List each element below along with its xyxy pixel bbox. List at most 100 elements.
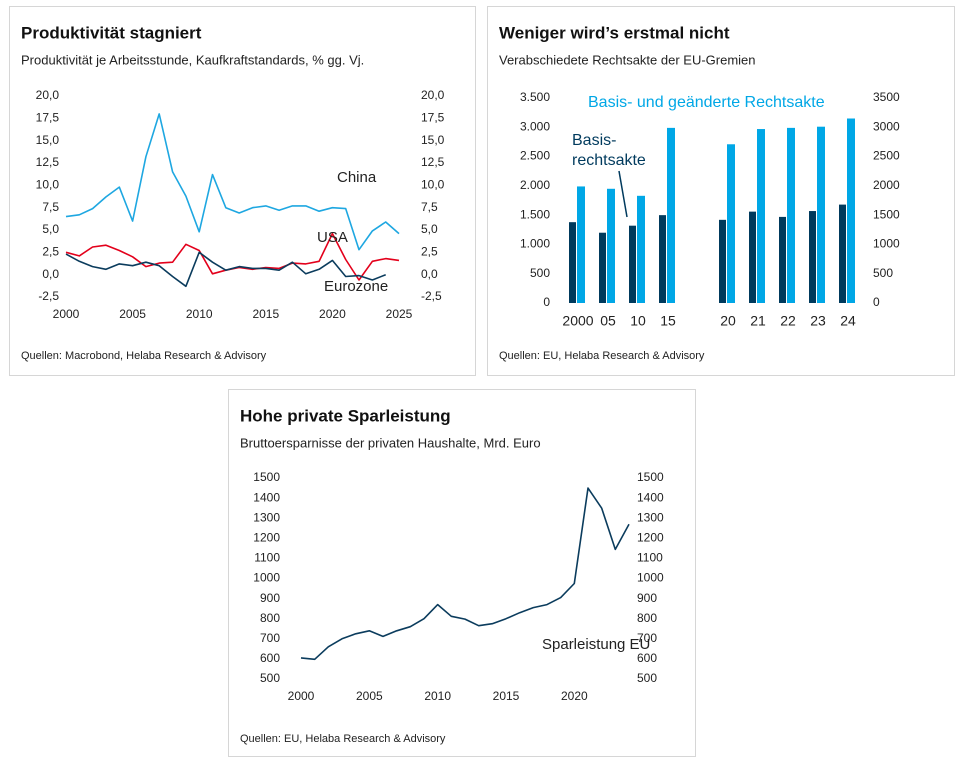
- y2-tick-label: 1000: [873, 237, 900, 251]
- y2-tick-label: 7,5: [421, 200, 438, 214]
- y2-tick-label: 900: [637, 591, 657, 605]
- y2-tick-label: 15,0: [421, 133, 445, 147]
- chart-subtitle: Bruttoersparnisse der privaten Haushalte…: [240, 435, 541, 450]
- bar: [839, 204, 846, 303]
- y-tick-label: 900: [260, 591, 280, 605]
- y2-tick-label: 1200: [637, 530, 664, 544]
- x-tick-label: 10: [630, 313, 646, 329]
- y-tick-label: 3.000: [520, 119, 550, 133]
- x-tick-label: 23: [810, 313, 826, 329]
- y2-tick-label: 12,5: [421, 155, 445, 169]
- y2-tick-label: 1500: [873, 207, 900, 221]
- y-tick-label: 1400: [253, 490, 280, 504]
- chart: Weniger wird’s erstmal nicht Verabschiede…: [499, 23, 900, 362]
- bar: [787, 127, 795, 303]
- x-tick-label: 20: [720, 313, 736, 329]
- y2-tick-label: 5,0: [421, 222, 438, 236]
- y-tick-label: 2.500: [520, 149, 550, 163]
- chart-source: Quellen: EU, Helaba Research & Advisory: [240, 733, 446, 745]
- bar: [809, 211, 816, 303]
- bar: [607, 188, 615, 303]
- chart: Hohe private Sparleistung Bruttoersparnis…: [240, 406, 664, 745]
- pointer: [618, 170, 628, 218]
- y-tick-label: 2.000: [520, 178, 550, 192]
- x-tick-label: 2005: [356, 689, 383, 703]
- data-line: [65, 113, 400, 251]
- x-tick-label: 2010: [424, 689, 451, 703]
- x-tick-label: 2000: [562, 313, 593, 329]
- bar: [659, 215, 666, 303]
- y-tick-label: 1300: [253, 510, 280, 524]
- data-line: [300, 487, 630, 661]
- y-tick-label: 1000: [253, 571, 280, 585]
- bar: [727, 144, 735, 303]
- y-tick-label: 3.500: [520, 90, 550, 104]
- x-tick-label: 21: [750, 313, 766, 329]
- y2-tick-label: 1300: [637, 510, 664, 524]
- data-line: [65, 251, 386, 288]
- series-label: Basis- und geänderte Rechtsakte: [588, 94, 825, 111]
- chart-panel: Hohe private Sparleistung Bruttoersparnis…: [228, 389, 696, 757]
- y2-tick-label: 1000: [637, 571, 664, 585]
- y2-tick-label: 500: [637, 671, 657, 685]
- y2-tick-label: 600: [637, 651, 657, 665]
- y2-tick-label: 2000: [873, 178, 900, 192]
- y-tick-label: 17,5: [36, 111, 60, 125]
- y2-tick-label: 0,0: [421, 267, 438, 281]
- x-tick-label: 2000: [288, 689, 315, 703]
- y-tick-label: 10,0: [36, 178, 60, 192]
- bar: [719, 219, 726, 303]
- bar: [569, 222, 576, 303]
- x-tick-label: 15: [660, 313, 676, 329]
- bar: [637, 195, 645, 303]
- y-tick-label: 1100: [254, 551, 280, 565]
- chart-title: Weniger wird’s erstmal nicht: [499, 23, 730, 42]
- series-label: USA: [317, 229, 348, 246]
- y-tick-label: 500: [530, 266, 550, 280]
- y-tick-label: 1.500: [520, 207, 550, 221]
- x-tick-label: 05: [600, 313, 616, 329]
- bar: [749, 211, 756, 303]
- bar: [577, 186, 585, 303]
- y2-tick-label: 20,0: [421, 88, 445, 102]
- chart-title: Hohe private Sparleistung: [240, 406, 451, 425]
- chart-title: Produktivität stagniert: [21, 23, 202, 42]
- y-tick-label: 0,0: [42, 267, 59, 281]
- x-tick-label: 2020: [561, 689, 588, 703]
- y2-tick-label: 2,5: [421, 245, 438, 259]
- y-tick-label: 700: [260, 631, 280, 645]
- chart-source: Quellen: EU, Helaba Research & Advisory: [499, 350, 705, 362]
- y2-tick-label: 1100: [637, 551, 663, 565]
- y-tick-label: 1.000: [520, 237, 550, 251]
- bar: [629, 225, 636, 303]
- y2-tick-label: 3500: [873, 90, 900, 104]
- y2-tick-label: 10,0: [421, 178, 445, 192]
- chart: Produktivität stagniert Produktivität je …: [21, 23, 445, 361]
- y-tick-label: 1200: [253, 530, 280, 544]
- y-tick-label: 500: [260, 671, 280, 685]
- y-tick-label: 7,5: [42, 200, 59, 214]
- bar: [817, 126, 825, 303]
- y-tick-label: 2,5: [42, 245, 59, 259]
- series-label: Basis- rechtsakte: [572, 132, 646, 169]
- x-tick-label: 22: [780, 313, 796, 329]
- chart-panel: Produktivität stagniert Produktivität je …: [9, 6, 476, 376]
- x-tick-label: 2010: [186, 307, 213, 321]
- y-tick-label: 5,0: [42, 222, 59, 236]
- bar: [779, 216, 786, 303]
- x-tick-label: 2005: [119, 307, 146, 321]
- data-line: [65, 232, 400, 281]
- y-tick-label: 1500: [253, 470, 280, 484]
- y2-tick-label: 2500: [873, 149, 900, 163]
- y-tick-label: 0: [543, 295, 550, 309]
- y2-tick-label: 1400: [637, 490, 664, 504]
- series-label: Eurozone: [324, 278, 388, 295]
- y-tick-label: 600: [260, 651, 280, 665]
- series-label: Sparleistung EU: [542, 636, 650, 653]
- y2-tick-label: 800: [637, 611, 657, 625]
- bar: [599, 232, 606, 303]
- bar: [847, 118, 855, 303]
- x-tick-label: 24: [840, 313, 856, 329]
- y2-tick-label: 3000: [873, 119, 900, 133]
